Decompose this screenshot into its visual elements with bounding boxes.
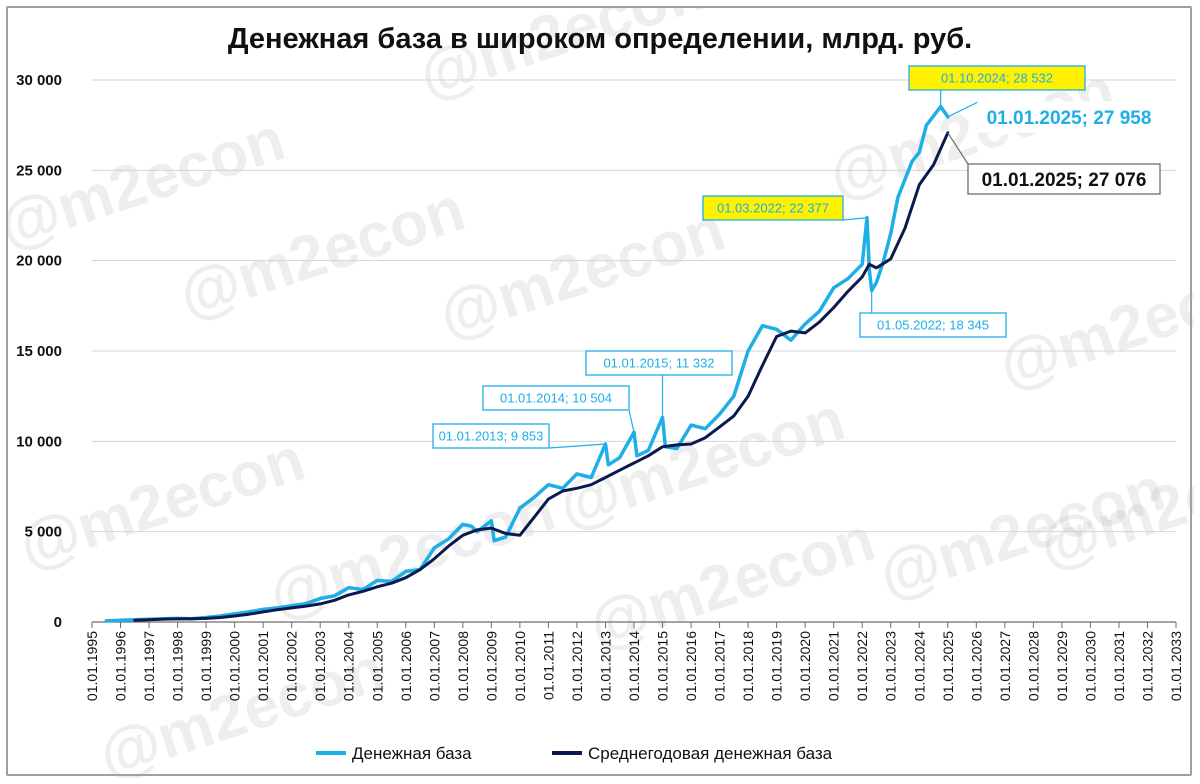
x-tick-label: 01.01.1999 (198, 631, 214, 701)
x-tick-label: 01.01.2031 (1111, 631, 1127, 701)
annotation-label: 01.03.2022; 22 377 (717, 201, 829, 216)
annotation-label: 01.01.2013; 9 853 (439, 429, 544, 444)
annotation-box (482, 385, 630, 411)
axes (91, 621, 1177, 628)
x-tick-label: 01.01.2013 (597, 631, 613, 701)
chart-frame: @m2econ @m2econ @m2econ @m2econ @m2econ @m2ec… (6, 6, 1194, 778)
legend-label: Среднегодовая денежная база (588, 744, 833, 763)
annotation-leader (628, 409, 635, 433)
watermark-text: @m2econ (431, 195, 733, 352)
legend-item: Денежная база (316, 744, 472, 763)
x-tick-label: 01.01.1998 (170, 631, 186, 701)
annotation: 01.10.2024; 28 532 (908, 65, 1086, 107)
watermark-text: @m2econ (171, 175, 473, 332)
x-tick-label: 01.01.2003 (312, 631, 328, 701)
x-tick-label: 01.01.2019 (769, 631, 785, 701)
x-tick-label: 01.01.2006 (398, 631, 414, 701)
x-tick-label: 01.01.2009 (483, 631, 499, 701)
watermark-text: @m2econ (261, 475, 563, 632)
annotations: 01.10.2024; 28 532 01.01.2025; 27 958 01.0… (432, 65, 1161, 449)
annotation-label: 01.01.2025; 27 958 (987, 108, 1152, 129)
chart-title: Денежная база в широком определении, млр… (228, 23, 972, 55)
x-tick-label: 01.01.2004 (341, 631, 357, 701)
annotation-label: 01.01.2015; 11 332 (603, 356, 714, 371)
y-tick-label: 30 000 (16, 72, 62, 89)
y-tick-label: 25 000 (16, 162, 62, 179)
annotation-leader (548, 443, 606, 449)
annotation-box (908, 65, 1086, 91)
annotation-box (702, 195, 844, 221)
x-tick-label: 01.01.2028 (1025, 631, 1041, 701)
x-tick-label: 01.01.2007 (426, 631, 442, 701)
annotation-leader (947, 101, 979, 118)
x-tick-label: 01.01.2002 (284, 631, 300, 701)
annotation-box (859, 312, 1007, 338)
x-tick-label: 01.01.1996 (113, 631, 129, 701)
x-tick-label: 01.01.2029 (1054, 631, 1070, 701)
annotation: 01.01.2025; 27 958 (947, 101, 1161, 133)
annotation: 01.03.2022; 22 377 (702, 195, 868, 221)
x-tick-label: 01.01.2011 (540, 631, 556, 700)
annotation: 01.01.2015; 11 332 (585, 350, 733, 418)
y-tick-labels: 0 5 000 10 000 15 000 20 000 25 000 30 000 (16, 72, 62, 631)
y-tick-label: 15 000 (16, 343, 62, 360)
annotation-box (432, 423, 550, 449)
x-tick-label: 01.01.2024 (911, 631, 927, 701)
annotation-label: 01.01.2025; 27 076 (982, 170, 1147, 191)
watermark-text: @m2econ (991, 245, 1194, 402)
y-tick-label: 10 000 (16, 433, 62, 450)
x-tick-label: 01.01.2010 (512, 631, 528, 701)
series-line-avg-money-base (133, 131, 950, 622)
annotation-leader (947, 132, 969, 165)
x-tick-label: 01.01.2014 (626, 631, 642, 701)
x-tick-label: 01.01.2020 (797, 631, 813, 701)
legend-label: Денежная база (352, 744, 472, 763)
series-line-money-base (104, 104, 950, 623)
chart-svg: @m2econ@m2econ@m2econ@m2econ@m2econ@m2ec… (8, 8, 1194, 778)
x-tick-label: 01.01.2025 (940, 631, 956, 701)
x-tick-label: 01.01.2023 (883, 631, 899, 701)
legend: Денежная база Среднегодовая денежная база (316, 744, 833, 763)
annotation-label: 01.01.2014; 10 504 (500, 391, 612, 406)
x-tick-label: 01.01.2001 (255, 631, 271, 701)
annotation: 01.05.2022; 18 345 (859, 290, 1007, 338)
x-tick-label: 01.01.2000 (227, 631, 243, 701)
x-tick-labels: 01.01.1995 01.01.1996 01.01.1997 01.01.1998… (84, 631, 1184, 701)
x-tick-label: 01.01.2021 (826, 631, 842, 701)
annotation: 01.01.2014; 10 504 (482, 385, 635, 433)
x-tick-label: 01.01.2026 (968, 631, 984, 701)
x-tick-label: 01.01.2033 (1168, 631, 1184, 701)
series-lines (104, 104, 950, 623)
x-tick-label: 01.01.2005 (369, 631, 385, 701)
y-tick-label: 5 000 (24, 524, 62, 541)
x-tick-label: 01.01.2008 (455, 631, 471, 701)
annotation-box (977, 101, 1161, 133)
annotation-label: 01.10.2024; 28 532 (941, 71, 1053, 86)
annotation-box (967, 163, 1161, 195)
x-tick-label: 01.01.2018 (740, 631, 756, 701)
x-tick-label: 01.01.1997 (141, 631, 157, 701)
annotation-label: 01.05.2022; 18 345 (877, 318, 989, 333)
annotation-leader (842, 217, 868, 221)
x-tick-label: 01.01.2027 (997, 631, 1013, 701)
x-tick-label: 01.01.2030 (1082, 631, 1098, 701)
x-tick-label: 01.01.2017 (712, 631, 728, 701)
annotation: 01.01.2025; 27 076 (947, 132, 1161, 195)
annotation: 01.01.2013; 9 853 (432, 423, 606, 449)
x-tick-label: 01.01.2012 (569, 631, 585, 701)
x-tick-label: 01.01.2016 (683, 631, 699, 701)
watermark-text: @m2econ (8, 105, 293, 262)
x-tick-label: 01.01.2022 (854, 631, 870, 701)
y-tick-label: 20 000 (16, 253, 62, 270)
x-tick-label: 01.01.2032 (1139, 631, 1155, 701)
legend-item: Среднегодовая денежная база (552, 744, 833, 763)
x-tick-label: 01.01.1995 (84, 631, 100, 701)
annotation-box (585, 350, 733, 376)
x-tick-label: 01.01.2015 (655, 631, 671, 701)
y-tick-label: 0 (54, 614, 62, 631)
